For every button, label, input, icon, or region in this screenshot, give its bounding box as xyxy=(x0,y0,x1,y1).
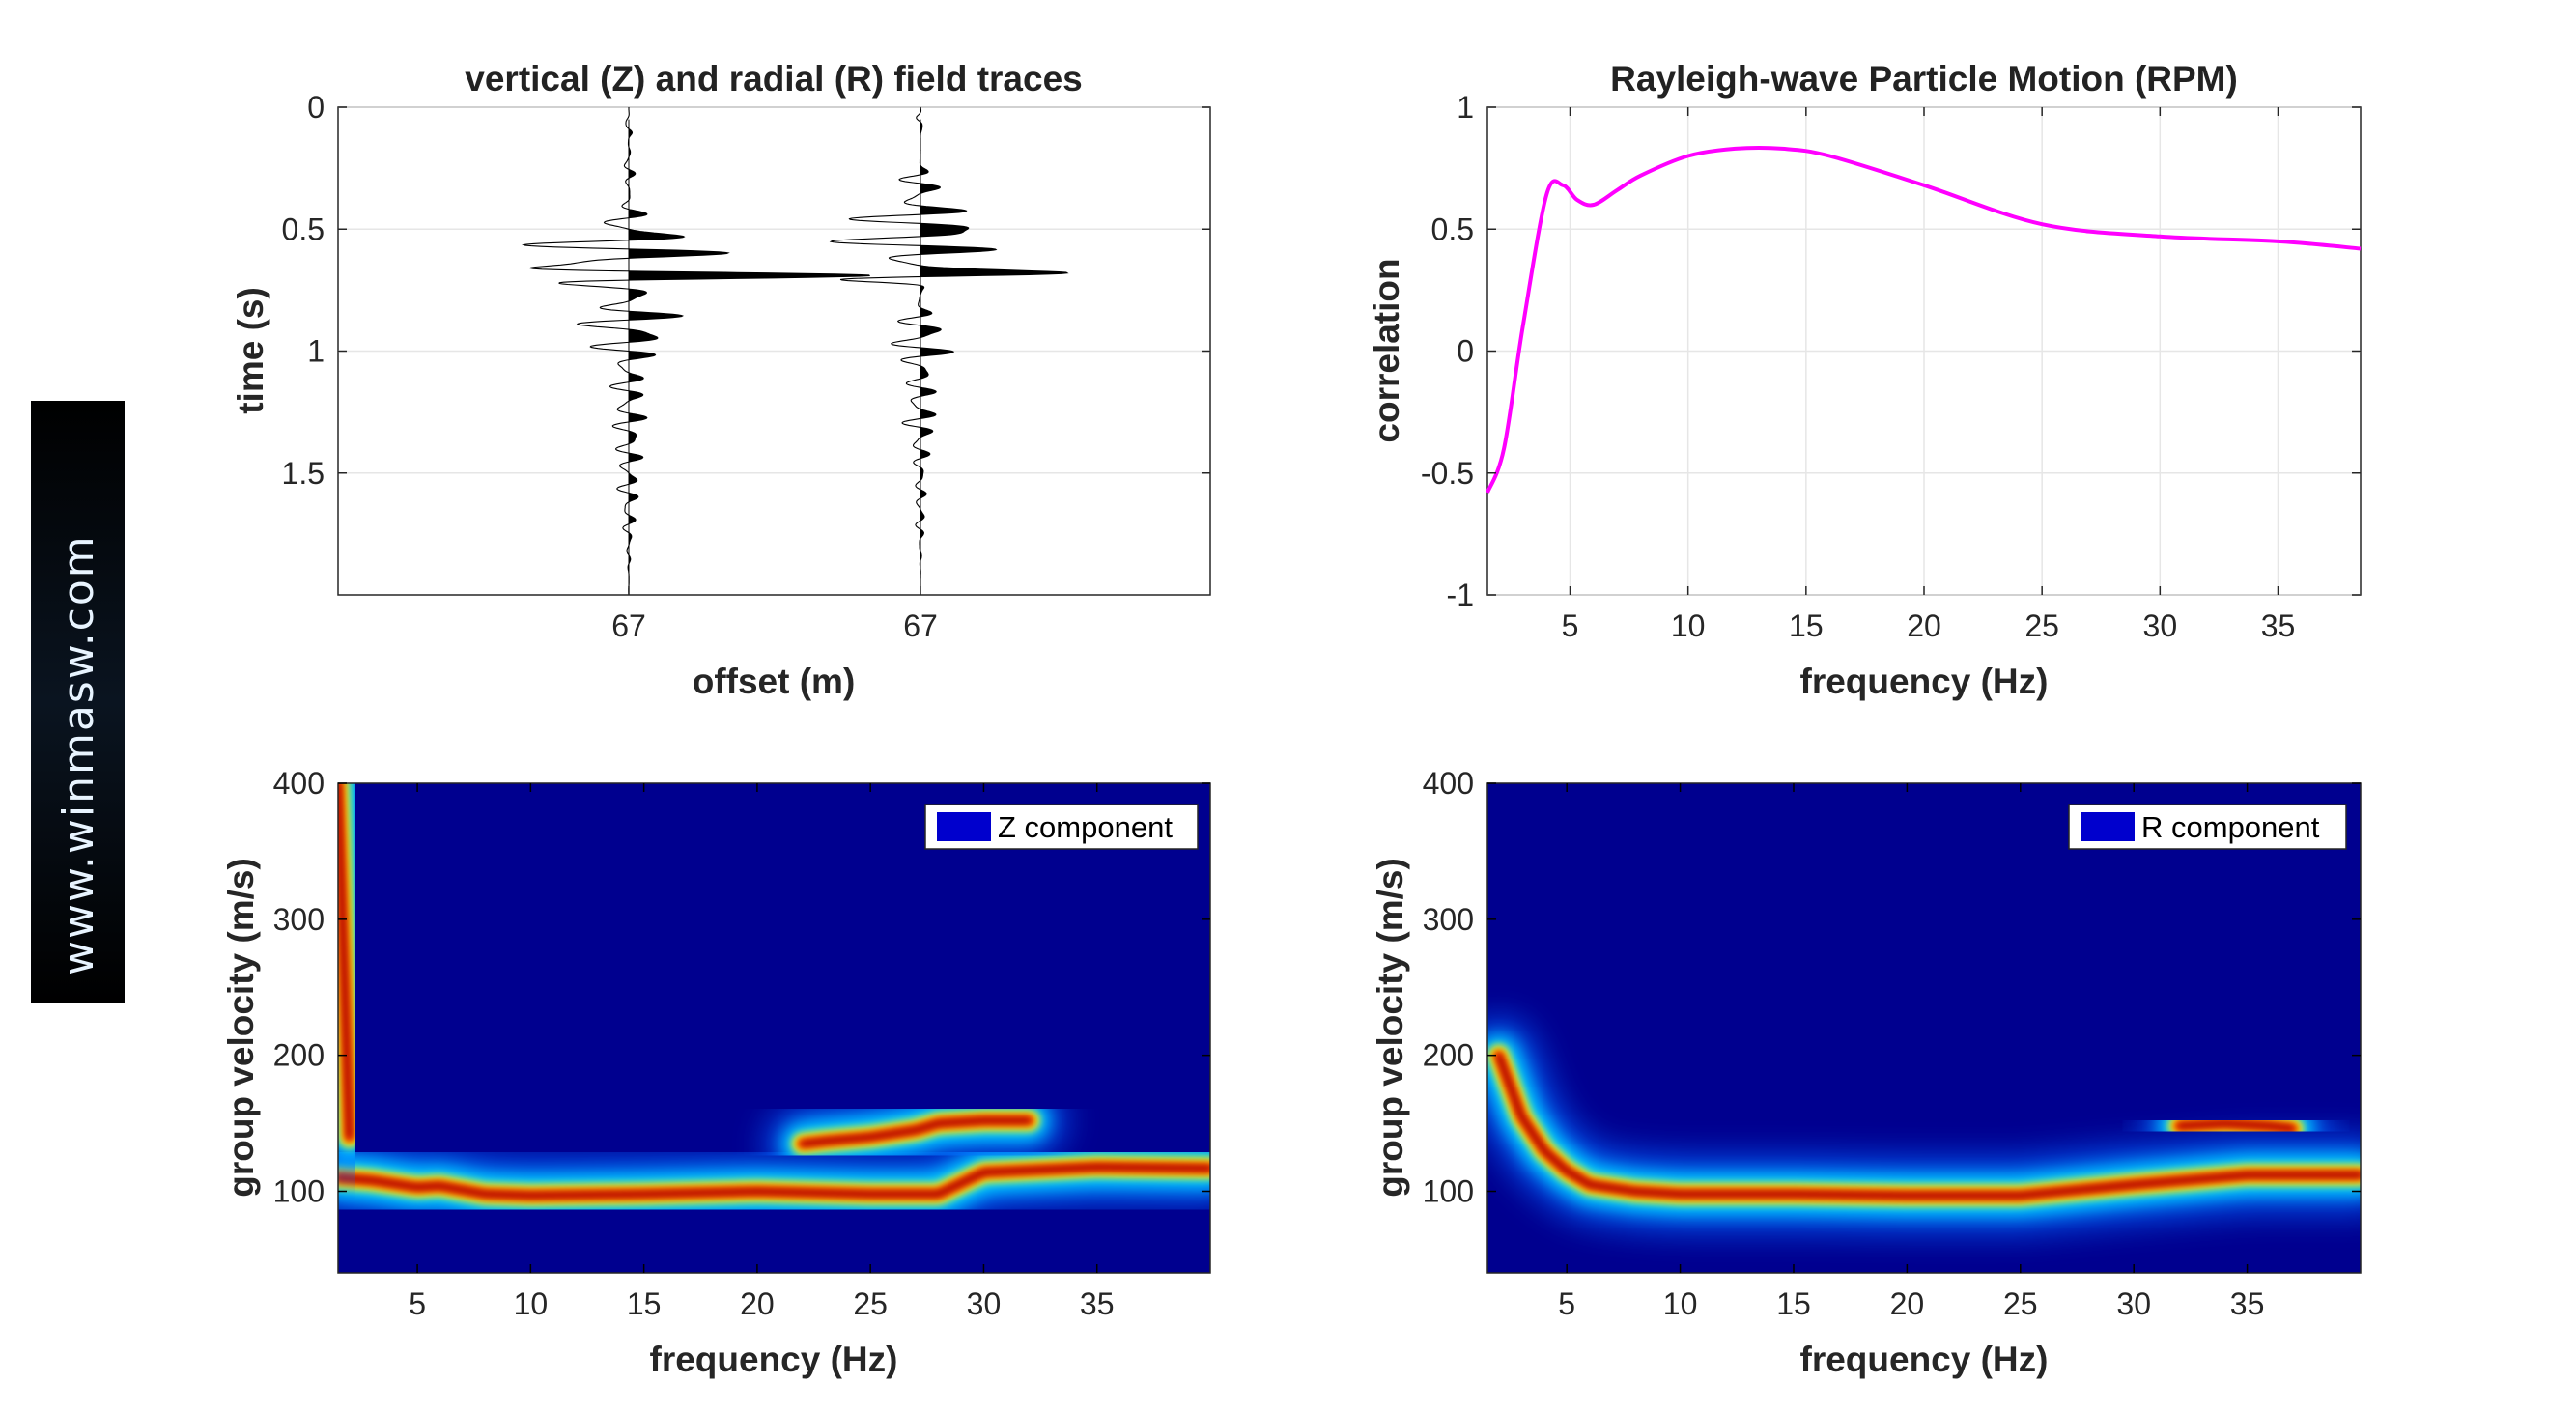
z-heatmap-energy xyxy=(338,783,1210,1229)
rpm-correlation-line xyxy=(1486,146,2362,494)
watermark: www.winmasw.com xyxy=(31,401,125,1003)
z-legend-swatch xyxy=(937,812,991,841)
trace-panel: vertical (Z) and radial (R) field traces… xyxy=(231,59,1211,701)
r-heatmap-panel: R component frequency (Hz) group velocit… xyxy=(1371,766,2362,1379)
y-tick-label: 1 xyxy=(307,334,325,369)
r-legend-swatch xyxy=(2081,812,2135,841)
z-y-axis-label: group velocity (m/s) xyxy=(221,858,261,1198)
x-tick-label: 67 xyxy=(611,608,646,643)
x-tick-label: 20 xyxy=(1907,608,1941,643)
x-tick-label: 5 xyxy=(1562,608,1579,643)
x-tick-label: 25 xyxy=(853,1286,888,1321)
y-tick-label: 300 xyxy=(273,902,325,937)
y-tick-label: 0.5 xyxy=(1431,212,1474,246)
x-tick-label: 10 xyxy=(514,1286,549,1321)
rpm-grid xyxy=(1487,106,2361,596)
r-ticks: 5 10 15 20 25 30 35 400 300 200 100 xyxy=(1423,766,2361,1321)
z-x-axis-label: frequency (Hz) xyxy=(650,1340,898,1379)
z-ticks: 5 10 15 20 25 30 35 400 300 200 100 xyxy=(273,766,1210,1321)
r-y-axis-label: group velocity (m/s) xyxy=(1371,858,1410,1198)
y-tick-label: 200 xyxy=(1423,1038,1474,1073)
trace-ticks: 0 0.5 1 1.5 67 67 xyxy=(282,90,1210,643)
energy-ridge-0 xyxy=(1496,1053,2361,1199)
y-tick-label: 100 xyxy=(273,1174,325,1209)
r-trace-fill xyxy=(920,107,1067,595)
x-tick-label: 35 xyxy=(1080,1286,1115,1321)
rpm-y-axis-label: correlation xyxy=(1367,258,1406,442)
x-tick-label: 5 xyxy=(1558,1286,1575,1321)
z-heatmap-panel: Z component frequency (Hz) group velocit… xyxy=(221,766,1211,1379)
y-tick-label: 0.5 xyxy=(282,212,325,246)
x-tick-label: 25 xyxy=(2024,608,2059,643)
y-tick-label: 400 xyxy=(1423,766,1474,801)
x-tick-label: 10 xyxy=(1663,1286,1698,1321)
x-tick-label: 20 xyxy=(1890,1286,1925,1321)
r-trace-line xyxy=(829,106,1069,595)
rpm-chart-title: Rayleigh-wave Particle Motion (RPM) xyxy=(1610,59,2238,99)
x-tick-label: 35 xyxy=(2230,1286,2265,1321)
energy-ridge-0 xyxy=(338,1164,1210,1199)
rpm-ticks: 5 10 15 20 25 30 35 1 0.5 0 -0.5 -1 xyxy=(1421,90,2361,643)
y-tick-label: -1 xyxy=(1447,578,1474,612)
trace-y-axis-label: time (s) xyxy=(231,287,270,414)
energy-ridge-1 xyxy=(800,1117,1032,1146)
r-heatmap-energy xyxy=(1487,1021,2361,1229)
y-tick-label: -0.5 xyxy=(1421,456,1474,491)
r-legend-label: R component xyxy=(2141,810,2320,844)
x-tick-label: 5 xyxy=(409,1286,426,1321)
x-tick-label: 67 xyxy=(903,608,938,643)
trace-grid xyxy=(338,106,1210,474)
energy-ridge-1 xyxy=(2176,1120,2296,1132)
y-tick-label: 0 xyxy=(307,90,325,125)
energy-ridge-2 xyxy=(338,783,353,1140)
trace-wiggles xyxy=(522,106,1069,595)
x-tick-label: 15 xyxy=(1776,1286,1811,1321)
y-tick-label: 1.5 xyxy=(282,456,325,491)
x-tick-label: 30 xyxy=(967,1286,1002,1321)
y-tick-label: 300 xyxy=(1423,902,1474,937)
z-heatmap-frame xyxy=(337,782,1211,1274)
y-tick-label: 1 xyxy=(1457,90,1474,125)
x-tick-label: 15 xyxy=(627,1286,662,1321)
x-tick-label: 20 xyxy=(740,1286,775,1321)
rpm-x-axis-label: frequency (Hz) xyxy=(1800,662,2049,701)
r-x-axis-label: frequency (Hz) xyxy=(1800,1340,2049,1379)
z-legend-label: Z component xyxy=(998,810,1173,844)
x-tick-label: 15 xyxy=(1789,608,1824,643)
x-tick-label: 25 xyxy=(2003,1286,2038,1321)
x-tick-label: 35 xyxy=(2261,608,2296,643)
y-tick-label: 0 xyxy=(1457,334,1474,369)
x-tick-label: 30 xyxy=(2116,1286,2151,1321)
y-tick-label: 400 xyxy=(273,766,325,801)
trace-x-axis-label: offset (m) xyxy=(693,662,856,701)
x-tick-label: 10 xyxy=(1671,608,1706,643)
r-heatmap-frame xyxy=(1486,782,2362,1274)
x-tick-label: 30 xyxy=(2143,608,2178,643)
y-tick-label: 100 xyxy=(1423,1174,1474,1209)
y-tick-label: 200 xyxy=(273,1038,325,1073)
watermark-text: www.winmasw.com xyxy=(54,534,103,975)
r-legend: R component xyxy=(2068,804,2347,850)
rpm-panel: Rayleigh-wave Particle Motion (RPM) freq… xyxy=(1367,59,2362,701)
trace-chart-title: vertical (Z) and radial (R) field traces xyxy=(465,59,1082,99)
z-legend: Z component xyxy=(924,804,1199,850)
